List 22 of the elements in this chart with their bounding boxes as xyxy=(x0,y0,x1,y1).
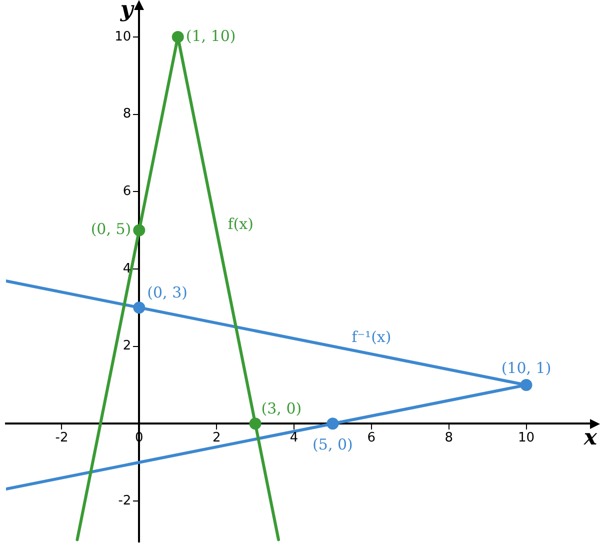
annotation: (10, 1) xyxy=(501,358,552,377)
y-tick-label: 4 xyxy=(122,261,132,276)
annotation: (0, 5) xyxy=(90,220,132,238)
x-tick-label: 2 xyxy=(212,430,221,446)
annotation: (0, 3) xyxy=(147,284,188,302)
x-tick-label: 8 xyxy=(444,430,453,446)
y-tick-label: -2 xyxy=(118,493,132,508)
y-tick-label: 2 xyxy=(122,338,132,354)
y-axis-title: y xyxy=(119,0,136,23)
x-tick-label: -2 xyxy=(55,430,68,446)
annotation: f⁻¹(x) xyxy=(352,328,392,346)
x-tick-label: 4 xyxy=(290,430,298,446)
x-tick-label: 10 xyxy=(518,430,535,446)
x-tick-label: 6 xyxy=(367,430,376,446)
y-tick-label: 6 xyxy=(122,184,132,200)
annotation: f(x) xyxy=(228,215,254,234)
annotation: (5, 0) xyxy=(312,436,353,454)
y-tick-label: 8 xyxy=(122,106,132,122)
annotation: (1, 10) xyxy=(186,26,236,45)
y-tick-label: 10 xyxy=(114,29,132,44)
annotation: (3, 0) xyxy=(261,400,302,418)
x-axis-title: x xyxy=(582,424,598,450)
